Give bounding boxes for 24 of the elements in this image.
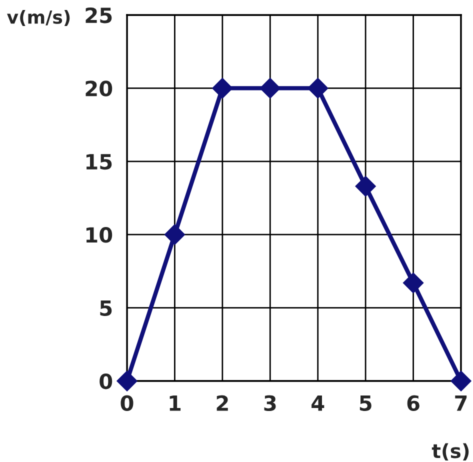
x-tick-label: 5 xyxy=(360,396,372,412)
point xyxy=(308,78,328,99)
x-tick-label: 7 xyxy=(455,396,467,411)
point xyxy=(212,78,233,99)
y-tick-label: 15 xyxy=(86,154,112,170)
point xyxy=(164,224,186,245)
y-tick-label: 5 xyxy=(100,300,112,316)
y-tick-label: 20 xyxy=(86,80,112,96)
x-tick-label: 4 xyxy=(312,396,324,411)
x-tick-label: 6 xyxy=(407,395,420,412)
x-tick-label: 3 xyxy=(264,395,276,412)
y-tick-label: 10 xyxy=(86,227,112,243)
x-tick-label: 2 xyxy=(216,395,228,411)
point xyxy=(116,370,138,392)
x-tick-label: 1 xyxy=(170,396,181,411)
x-tick-label: 0 xyxy=(120,395,134,412)
y-tick-label: 0 xyxy=(100,373,112,390)
x-axis-title: t(s) xyxy=(432,443,469,461)
point xyxy=(402,272,424,294)
point xyxy=(450,370,472,392)
y-axis-title: v(m/s) xyxy=(7,10,70,26)
point xyxy=(355,176,376,197)
point xyxy=(260,78,280,99)
y-tick-label: 25 xyxy=(86,7,112,24)
